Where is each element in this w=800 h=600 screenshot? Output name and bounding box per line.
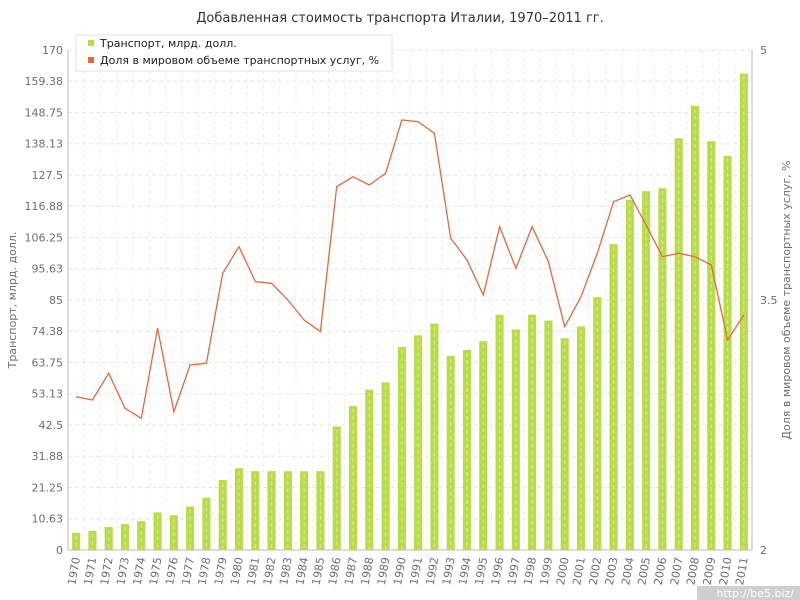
y-tick-label: 42.5 [39,419,64,432]
line-share [75,119,745,420]
bar [739,73,748,550]
y-tick-label: 170 [42,44,63,57]
x-tick-label: 1980 [228,556,246,586]
y2-tick-label: 5 [760,44,767,57]
y-axis-label: Транспорт, млрд. долл. [6,232,19,370]
x-tick-label: 1993 [440,556,458,586]
y-tick-label: 148.75 [25,107,64,120]
bar [723,155,732,550]
bar [544,320,553,550]
legend-item-bar: Транспорт, млрд. долл. [99,37,237,50]
bar [707,141,716,551]
bar [88,530,97,550]
x-tick-label: 1999 [538,556,556,586]
y-tick-label: 138.13 [25,138,64,151]
x-tick-label: 1984 [293,556,311,586]
x-axis: 1970197119721973197419751976197719781979… [65,549,752,586]
legend-swatch-line [88,57,94,63]
legend: Транспорт, млрд. долл. Доля в мировом об… [75,34,393,72]
watermark-background [697,586,800,600]
x-tick-label: 1996 [489,556,507,586]
bar [186,506,195,550]
bar [348,405,358,550]
x-tick-label: 1976 [163,556,181,586]
x-tick-label: 2000 [554,556,572,586]
x-tick-label: 1973 [114,556,132,586]
bar [674,138,683,550]
x-tick-label: 1970 [65,556,83,586]
bar [430,323,439,550]
y-tick-label: 116.88 [25,200,64,213]
x-tick-label: 2008 [684,556,702,586]
y-tick-label: 106.25 [25,232,64,245]
x-tick-label: 2010 [717,556,735,586]
y-tick-label: 0 [56,544,63,557]
legend-item-line: Доля в мировом объеме транспортных услуг… [100,54,379,67]
chart-title: Добавленная стоимость транспорта Италии,… [196,11,604,26]
watermark-text: http://be5.biz/ [717,587,795,600]
x-tick-label: 1975 [147,556,165,586]
bar [414,335,423,550]
x-tick-label: 1972 [98,556,116,586]
x-tick-label: 1977 [179,556,197,586]
x-tick-label: 1990 [391,556,409,586]
y-tick-label: 159.38 [25,75,64,88]
x-tick-label: 2009 [701,556,719,586]
x-tick-label: 1985 [310,556,328,586]
y2-tick-label: 2 [760,544,767,557]
y-tick-label: 63.75 [32,357,64,370]
x-tick-label: 1974 [131,556,149,586]
x-tick-label: 2001 [570,556,588,586]
x-tick-label: 1991 [407,556,425,586]
x-tick-label: 1995 [473,556,491,586]
x-tick-label: 2003 [603,556,621,586]
x-tick-label: 1971 [82,556,100,586]
y-tick-label: 10.63 [32,513,64,526]
x-tick-label: 1983 [277,556,295,586]
y-tick-label: 31.88 [32,450,64,463]
gridlines [67,49,753,551]
bar [137,521,146,550]
x-tick-label: 2004 [619,556,637,586]
x-tick-label: 1998 [521,556,539,586]
y-axis-right: 23.55 [751,44,778,557]
y-axis-left: 0 10.63 21.25 31.88 42.5 53.13 63.75 74.38 85 95.… [25,44,69,557]
legend-background [75,34,393,72]
x-tick-label: 1987 [342,556,360,586]
y2-tick-label: 3.5 [760,294,778,307]
x-tick-label: 1989 [375,556,393,586]
x-tick-label: 2007 [668,556,686,586]
legend-swatch-bar [88,40,94,46]
x-tick-label: 2011 [733,556,751,586]
y-tick-label: 53.13 [32,388,64,401]
y2-axis-label: Доля в мировом объеме транспортных услуг… [780,160,793,439]
y-tick-label: 127.5 [32,169,64,182]
y-tick-label: 21.25 [32,482,64,495]
bar [462,350,472,550]
y-tick-label: 74.38 [32,325,64,338]
watermark-badge: http://be5.biz/ [697,586,800,600]
line-series [75,119,745,420]
y-tick-label: 85 [49,294,63,307]
x-tick-label: 1997 [505,556,523,586]
x-tick-label: 1986 [326,556,344,586]
x-tick-label: 1978 [196,556,214,586]
x-tick-label: 1982 [261,556,279,586]
x-tick-label: 1979 [212,556,230,586]
x-tick-label: 1981 [245,556,263,586]
bar [593,297,602,550]
x-tick-label: 2002 [587,556,605,586]
y-tick-label: 95.63 [32,263,64,276]
x-tick-label: 2005 [635,556,653,586]
x-tick-label: 1994 [456,556,474,586]
x-tick-label: 2006 [652,556,670,586]
bar [72,532,81,550]
bar [560,338,569,550]
x-tick-label: 1992 [424,556,442,586]
x-tick-label: 1988 [359,556,377,586]
bar-series [72,73,748,551]
